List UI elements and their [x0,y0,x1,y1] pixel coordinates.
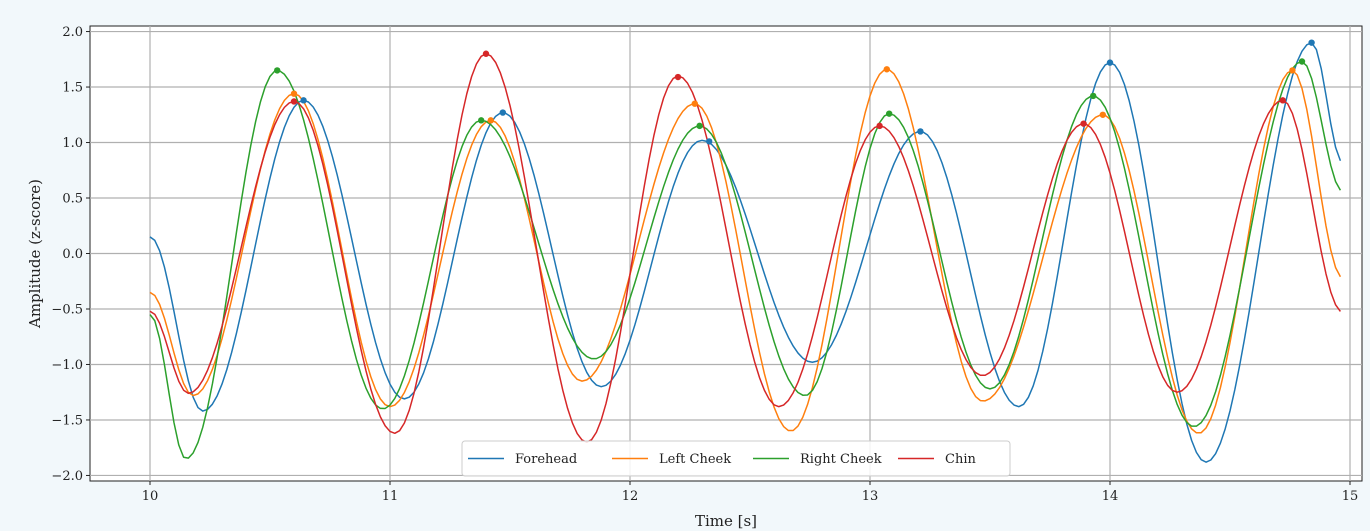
peak-marker-chin [290,98,298,105]
peak-marker-forehead [1106,59,1114,66]
series-line-left-cheek [149,69,1342,434]
peak-marker-right-cheek [274,67,281,74]
peak-marker-left-cheek [691,100,698,107]
peak-marker-left-cheek [290,90,298,97]
series-lines [149,41,1342,463]
peak-marker-left-cheek [1099,111,1107,118]
y-tick-label: −1.0 [51,358,83,373]
x-tick-label: 12 [622,489,639,504]
peak-marker-chin [876,122,883,130]
legend-label-left-cheek: Left Cheek [659,452,731,467]
peak-marker-forehead [300,97,307,104]
y-tick-label: 2.0 [62,25,83,40]
y-tick-label: 0.5 [62,192,83,207]
x-tick-label: 15 [1342,489,1359,504]
peak-marker-right-cheek [696,122,703,130]
peak-marker-chin [482,50,490,57]
y-axis-title: Amplitude (z-score) [26,179,44,329]
peak-marker-chin [1080,120,1087,127]
x-axis-title: Time [s] [695,512,757,530]
series-line-chin [149,52,1342,443]
x-tick-label: 14 [1102,489,1119,504]
peak-marker-forehead [706,138,713,145]
peak-markers [274,39,1315,145]
peak-marker-chin [1279,97,1287,104]
peak-marker-left-cheek [1289,67,1296,74]
legend-box [461,440,1011,477]
x-tick-label: 10 [142,489,159,504]
peak-marker-left-cheek [487,117,494,124]
peak-marker-right-cheek [1090,92,1097,100]
grid [90,26,1362,481]
peak-marker-right-cheek [886,110,893,117]
y-tick-label: −2.0 [51,469,83,484]
y-tick-label: 1.5 [62,81,83,96]
peak-marker-forehead [499,109,506,116]
y-tick-label: −1.5 [51,413,83,428]
x-tick-label: 13 [862,489,879,504]
x-tick-label: 11 [382,489,399,504]
legend-label-forehead: Forehead [515,452,577,467]
legend-label-chin: Chin [945,452,976,467]
axis-ticks: 10 11 12 13 14 15 2.0 1.5 1.0 0.5 0.0 −0.5 −1.0 −1.5 −… [51,25,1358,504]
peak-marker-forehead [1308,39,1315,46]
peak-marker-right-cheek [1298,58,1306,65]
peak-marker-forehead [917,128,924,135]
y-tick-label: 0.0 [62,247,83,262]
y-tick-label: 1.0 [62,136,83,151]
peak-marker-left-cheek [883,66,890,73]
legend-label-right-cheek: Right Cheek [800,452,882,467]
series-line-forehead [149,41,1342,463]
legend: Forehead Left Cheek Right Cheek Chin [461,440,1011,477]
series-line-right-cheek [149,60,1342,459]
y-tick-label: −0.5 [51,302,83,317]
peak-marker-right-cheek [478,117,485,124]
peak-marker-chin [674,73,682,81]
